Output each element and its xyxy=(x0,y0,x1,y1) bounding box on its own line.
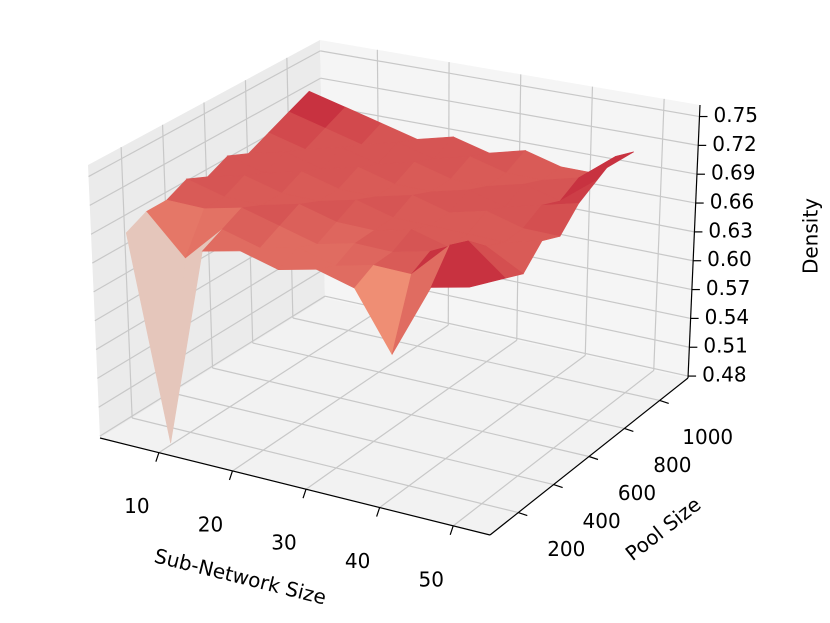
y-tick-label: 400 xyxy=(583,509,621,533)
tick-mark xyxy=(302,489,307,499)
grid-line xyxy=(320,77,699,146)
x-tick-label: 50 xyxy=(418,567,443,591)
grid-line xyxy=(132,417,519,514)
z-tick-label: 0.60 xyxy=(707,247,752,271)
tick-mark xyxy=(588,455,599,461)
grid-line xyxy=(212,367,590,458)
z-tick-label: 0.72 xyxy=(712,132,757,156)
grid-line xyxy=(120,147,133,419)
x-axis-label: Sub-Network Size xyxy=(152,544,329,610)
tick-mark xyxy=(553,483,563,489)
tick-mark xyxy=(518,512,528,517)
grid-line xyxy=(653,98,665,371)
z-tick-label: 0.63 xyxy=(708,218,753,242)
x-tick-label: 10 xyxy=(124,494,149,518)
grid-line xyxy=(252,342,625,430)
z-tick-label: 0.54 xyxy=(705,305,750,329)
z-axis-label: Density xyxy=(799,198,823,274)
x-axis xyxy=(99,437,491,536)
z-tick-label: 0.69 xyxy=(711,161,756,185)
tick-mark xyxy=(228,470,234,481)
floor-pane xyxy=(100,298,688,535)
z-tick-label: 0.51 xyxy=(703,334,748,358)
x-tick-label: 20 xyxy=(198,512,223,536)
grid-line xyxy=(584,86,594,356)
y-tick-label: 1000 xyxy=(682,425,733,449)
tick-mark xyxy=(624,427,634,433)
grid-line xyxy=(89,77,322,206)
z-tick-label: 0.48 xyxy=(702,363,747,387)
surface-patch xyxy=(430,244,488,288)
z-tick-label: 0.75 xyxy=(713,103,758,127)
grid-line xyxy=(292,317,660,402)
tick-mark xyxy=(155,452,160,462)
tick-mark xyxy=(376,507,381,517)
x-tick-label: 30 xyxy=(271,531,296,555)
grid-line xyxy=(98,268,325,408)
x-tick-label: 40 xyxy=(345,549,370,573)
z-tick-label: 0.66 xyxy=(710,190,755,214)
z-tick-label: 0.57 xyxy=(706,276,751,300)
grid-line xyxy=(321,104,698,175)
grid-line xyxy=(172,392,554,486)
tick-mark xyxy=(449,525,454,536)
grid-line xyxy=(88,50,321,178)
y-tick-label: 600 xyxy=(618,481,656,505)
y-tick-label: 800 xyxy=(653,453,691,477)
grid-line xyxy=(320,50,700,118)
z-axis xyxy=(687,104,701,379)
grid-line xyxy=(99,295,326,437)
tick-mark xyxy=(659,399,669,404)
y-axis xyxy=(489,377,689,536)
y-tick-label: 200 xyxy=(547,537,585,561)
